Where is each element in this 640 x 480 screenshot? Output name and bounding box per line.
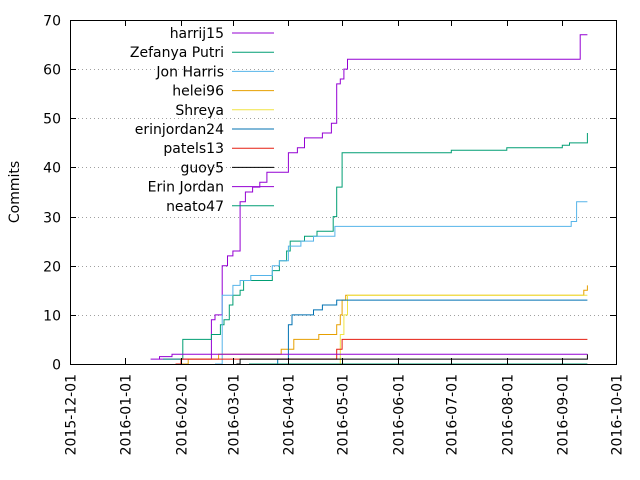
legend-label: neato47 [166,199,224,215]
legend-label: Erin Jordan [148,180,224,196]
x-tick-label: 2016-06-01 [392,374,408,455]
series-line [175,338,588,365]
y-tick-label: 0 [52,358,61,374]
x-tick-label: 2016-05-01 [336,374,352,455]
legend-label: erinjordan24 [135,122,224,138]
plot-frame [70,20,617,365]
legend-label: guoy5 [180,160,224,176]
y-tick-label: 10 [43,309,61,325]
y-tick-label: 30 [43,211,61,227]
legend-label: harrij15 [170,26,224,42]
y-tick-label: 70 [43,14,61,30]
y-tick-label: 40 [43,161,61,177]
legend-label: patels13 [163,141,224,157]
x-tick-label: 2016-08-01 [501,374,517,455]
y-tick-label: 20 [43,260,61,276]
y-tick-label: 60 [43,63,61,79]
x-tick-label: 2016-02-01 [175,374,191,455]
legend-label: Jon Harris [155,64,224,80]
grid [70,69,616,316]
legend-label: Shreya [175,103,224,119]
x-tick-label: 2016-03-01 [227,374,243,455]
series-line [159,34,588,360]
legend-label: Zefanya Putri [130,45,224,61]
y-tick-label: 50 [43,112,61,128]
legend: harrij15 Zefanya Putri Jon Harris helei96 Sh… [130,26,274,215]
x-tick-label: 2016-01-01 [119,374,135,455]
x-tick-label: 2016-04-01 [282,374,298,455]
series-line [150,353,588,360]
series-line [236,354,588,365]
x-tick-label: 2016-10-01 [610,374,626,455]
series-line [322,294,588,365]
series-line [163,133,588,360]
series-line [215,201,588,365]
x-tick-label: 2016-09-01 [556,374,572,455]
series-line [175,285,588,365]
x-tick-label: 2015-12-01 [64,374,80,455]
x-tick-label: 2016-07-01 [445,374,461,455]
axes: 0 10 20 30 40 50 60 70 2015-12-01 2016-01-01 2016-… [43,14,625,456]
legend-label: helei96 [172,84,224,100]
y-axis-label: Commits [7,161,23,223]
